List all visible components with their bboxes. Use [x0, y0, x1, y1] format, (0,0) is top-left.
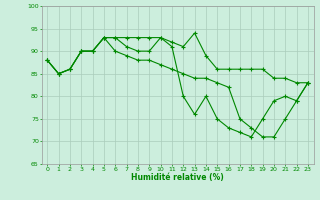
X-axis label: Humidité relative (%): Humidité relative (%) — [131, 173, 224, 182]
